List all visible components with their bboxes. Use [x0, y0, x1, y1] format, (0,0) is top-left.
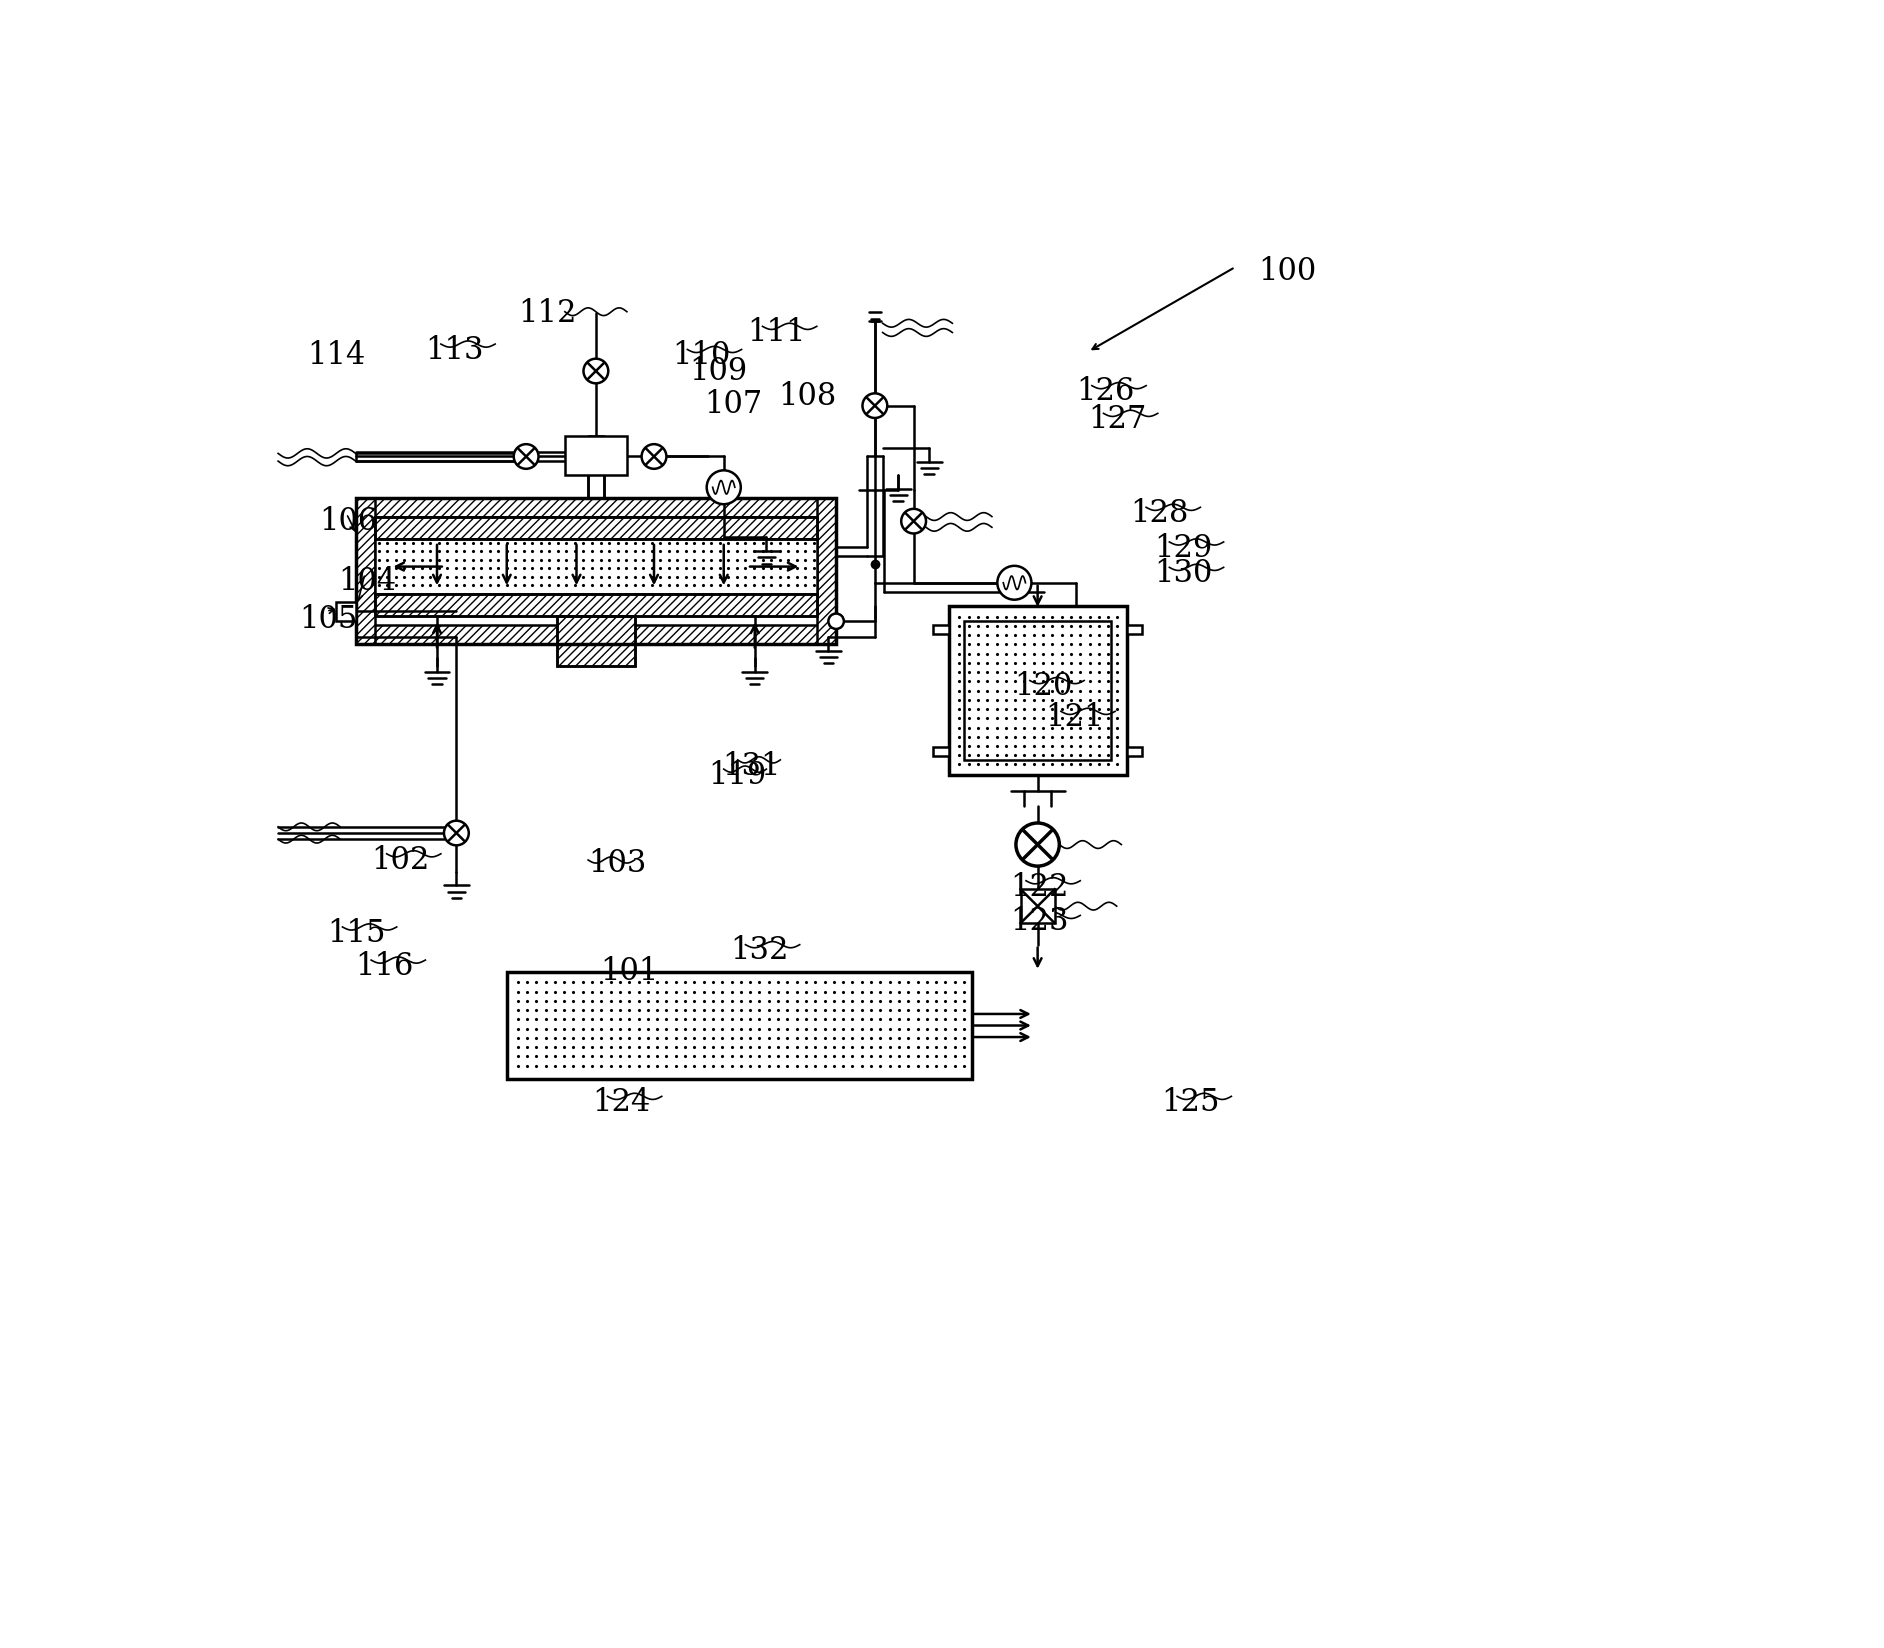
Text: 106: 106 [318, 506, 377, 537]
Text: 102: 102 [371, 844, 430, 875]
Circle shape [706, 470, 740, 504]
Bar [1021, 890, 1055, 923]
Bar [933, 625, 948, 634]
Text: 116: 116 [356, 951, 414, 982]
Text: 129: 129 [1153, 532, 1211, 564]
Bar [375, 517, 818, 539]
Bar [965, 621, 1112, 760]
Bar [375, 595, 818, 616]
Text: 128: 128 [1130, 498, 1189, 529]
Text: 115: 115 [328, 918, 386, 949]
Circle shape [829, 613, 844, 630]
Bar [818, 498, 836, 644]
Bar [375, 539, 818, 595]
Circle shape [901, 509, 927, 534]
Text: 122: 122 [1010, 872, 1068, 903]
Bar [507, 972, 972, 1079]
Circle shape [1015, 822, 1059, 867]
Bar [356, 498, 836, 517]
Text: 127: 127 [1087, 404, 1145, 435]
Text: 119: 119 [708, 760, 767, 791]
Text: 121: 121 [1046, 702, 1104, 733]
Bar [558, 616, 635, 666]
Text: 101: 101 [599, 956, 658, 987]
Bar [375, 517, 818, 539]
Text: 100: 100 [1259, 255, 1317, 287]
Bar [356, 498, 375, 644]
Text: 105: 105 [300, 603, 358, 634]
Text: 103: 103 [588, 849, 646, 880]
Text: 113: 113 [426, 335, 484, 366]
Text: 126: 126 [1076, 376, 1134, 407]
Text: 125: 125 [1162, 1088, 1221, 1117]
Text: 124: 124 [592, 1088, 650, 1117]
Text: 104: 104 [337, 565, 396, 597]
Circle shape [514, 445, 539, 468]
Bar [356, 625, 836, 644]
Text: 130: 130 [1153, 559, 1211, 588]
Text: 114: 114 [307, 339, 365, 371]
Circle shape [863, 394, 887, 419]
Text: 109: 109 [690, 356, 746, 387]
Text: 123: 123 [1010, 906, 1068, 938]
Text: 112: 112 [518, 298, 577, 330]
Circle shape [445, 821, 469, 845]
Bar [565, 437, 627, 475]
Bar [1127, 747, 1142, 756]
Bar [375, 595, 818, 616]
Circle shape [584, 359, 609, 384]
Text: 108: 108 [778, 381, 836, 412]
Bar [335, 602, 356, 621]
Circle shape [642, 445, 667, 468]
Text: 110: 110 [673, 339, 731, 371]
Bar [948, 606, 1127, 775]
Bar [1127, 625, 1142, 634]
Text: 132: 132 [729, 936, 788, 966]
Text: 111: 111 [746, 316, 806, 348]
Text: 131: 131 [722, 750, 780, 781]
Text: 120: 120 [1014, 671, 1072, 702]
Bar [558, 616, 635, 666]
Bar [356, 498, 836, 644]
Circle shape [997, 565, 1031, 600]
Bar [933, 747, 948, 756]
Text: 107: 107 [705, 389, 763, 420]
